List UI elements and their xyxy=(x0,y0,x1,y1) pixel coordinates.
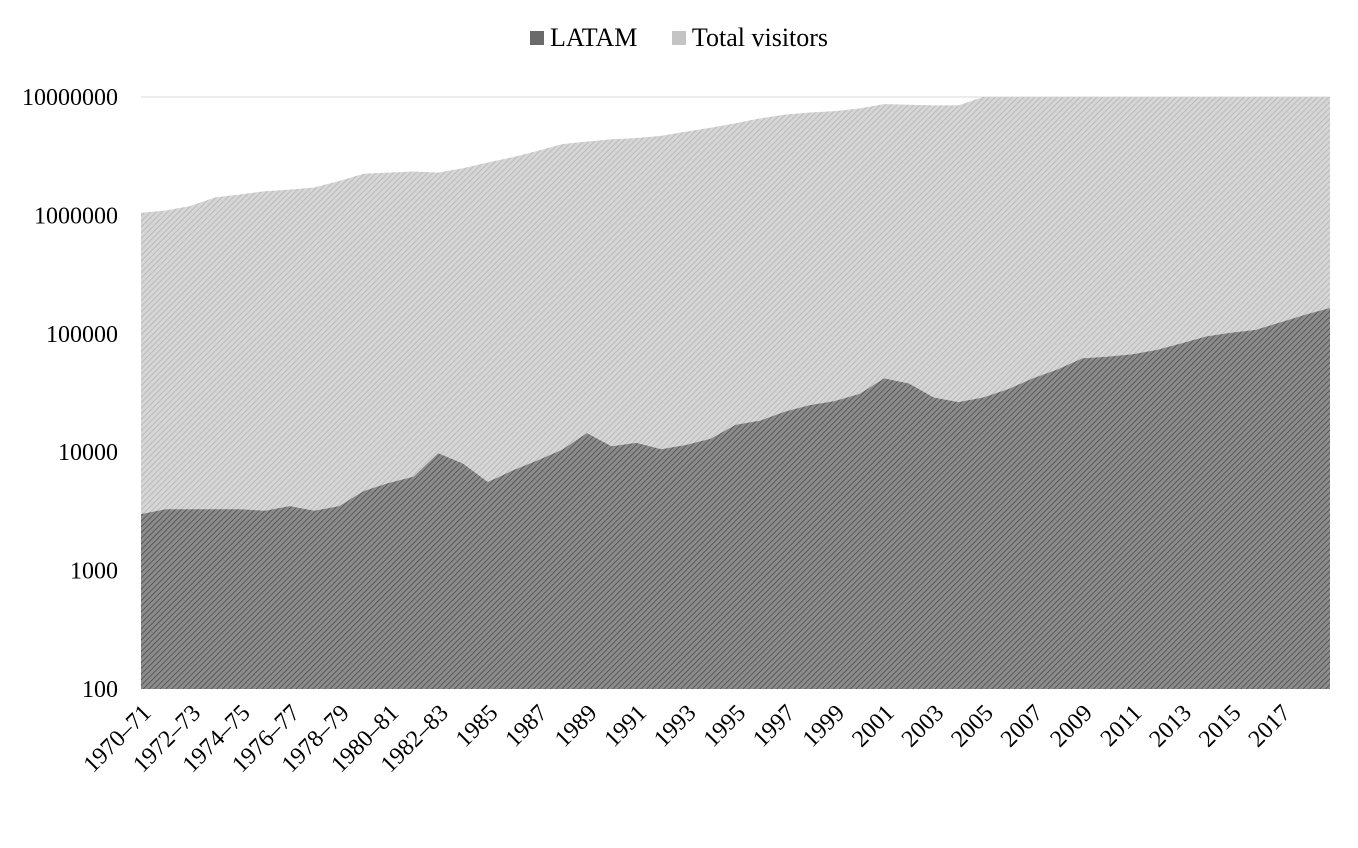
y-tick-label: 1000 xyxy=(70,559,118,585)
legend-label-total-visitors: Total visitors xyxy=(691,23,829,52)
x-tick-label: 1991 xyxy=(600,700,652,752)
y-tick-label: 1000000 xyxy=(34,203,118,229)
x-axis: 1970–711972–731974–751976–771978–791980–… xyxy=(79,700,1296,778)
x-tick-label: 1987 xyxy=(501,700,553,752)
y-tick-label: 100000 xyxy=(46,322,118,348)
x-tick-label: 2003 xyxy=(897,700,949,752)
y-tick-label: 10000 xyxy=(58,440,118,466)
x-tick-label: 1999 xyxy=(798,700,850,752)
legend-label-latam: LATAM xyxy=(549,23,638,52)
area-series-latam xyxy=(141,308,1330,689)
legend-item-latam: LATAM xyxy=(529,23,638,53)
x-tick-label: 2007 xyxy=(996,700,1048,752)
legend-swatch-total-visitors xyxy=(671,31,686,45)
x-tick-label: 2013 xyxy=(1145,700,1197,752)
legend-swatch-latam xyxy=(529,31,544,45)
x-tick-label: 1989 xyxy=(550,700,602,752)
y-tick-label: 10000000 xyxy=(22,85,118,111)
x-tick-label: 2015 xyxy=(1194,700,1246,752)
y-tick-label: 100 xyxy=(82,677,118,703)
x-tick-label: 1985 xyxy=(451,700,503,752)
plot-areas xyxy=(141,97,1330,689)
legend: LATAM Total visitors xyxy=(0,22,1358,53)
x-tick-label: 1997 xyxy=(748,700,800,752)
legend-item-total-visitors: Total visitors xyxy=(671,23,829,53)
x-tick-label: 2009 xyxy=(1046,700,1098,752)
x-tick-label: 2001 xyxy=(847,700,899,752)
x-tick-label: 2005 xyxy=(946,700,998,752)
x-tick-label: 2017 xyxy=(1244,700,1296,752)
x-tick-label: 1995 xyxy=(699,700,751,752)
x-tick-label: 2011 xyxy=(1096,700,1148,752)
x-tick-label: 1993 xyxy=(649,700,701,752)
